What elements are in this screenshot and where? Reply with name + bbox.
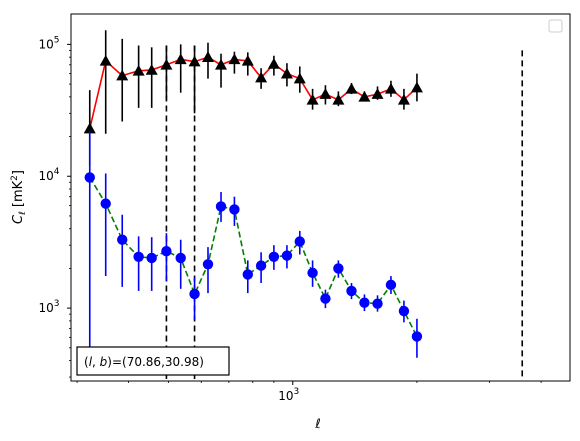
series-1-point [410, 81, 423, 93]
series-2-point [346, 285, 357, 297]
series-2-point [268, 251, 280, 262]
y-axis-label: Cℓ [mK2] [10, 170, 28, 224]
series-1-point [332, 93, 345, 105]
series-1-point [188, 55, 201, 67]
series-1-point [116, 69, 129, 81]
annotation-frame [76, 346, 230, 376]
series-1-point [267, 57, 280, 69]
x-axis-label: ℓ [314, 417, 320, 432]
series-1-point [255, 71, 268, 83]
series-1-point [384, 82, 397, 94]
series-1-point [160, 58, 173, 70]
plot-area [83, 30, 524, 379]
series-2-point [242, 269, 253, 280]
series-1-point [201, 51, 214, 62]
series-2-point [84, 172, 95, 183]
series-2-point [320, 293, 331, 304]
series-2-point [385, 279, 397, 291]
series-2-point [333, 263, 344, 274]
series-2-point [202, 259, 214, 270]
series-1-point [371, 88, 384, 99]
series-2-point [359, 297, 370, 308]
series-2-point [307, 267, 318, 279]
series-2-point [117, 234, 128, 245]
series-1-point [215, 58, 228, 70]
series-1-point [83, 122, 96, 134]
series-1-point [241, 54, 254, 66]
series-2-point [294, 236, 305, 247]
series-1-point [319, 88, 332, 99]
series-2-point [161, 246, 172, 257]
series-1-point [145, 63, 158, 75]
series-2-point [189, 288, 200, 300]
legend-box [548, 19, 563, 33]
series-2-point [398, 305, 410, 317]
series-1-point [293, 72, 306, 84]
series-2-point [255, 260, 267, 271]
annotation-text: (l, b)=(70.86,30.98) [84, 355, 204, 369]
series-1-point [132, 64, 145, 76]
axes-frame [70, 13, 571, 382]
series-2-point [175, 252, 186, 264]
series-1-point [99, 54, 112, 66]
series-2-point [411, 331, 423, 342]
series-1-point [228, 53, 241, 65]
series-2-point [100, 198, 111, 209]
series-2-point [215, 201, 227, 212]
series-2-point [133, 251, 144, 262]
series-1-point [174, 53, 187, 65]
series-1-point [397, 93, 410, 105]
series-1-point [280, 67, 293, 79]
series-1-point [358, 90, 371, 102]
series-2-point [229, 204, 240, 215]
series-2-point [146, 252, 157, 264]
series-2-point [281, 250, 293, 261]
annotation-box: (l, b)=(70.86,30.98) [76, 346, 230, 376]
series-1-point [345, 82, 358, 94]
series-1-point [306, 93, 319, 105]
series-2-point [372, 298, 383, 309]
